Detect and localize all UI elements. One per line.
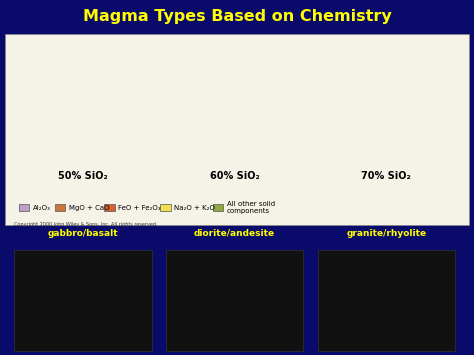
Wedge shape [55, 97, 83, 124]
Wedge shape [47, 101, 83, 124]
Wedge shape [200, 100, 235, 124]
Text: Al₂O₃: Al₂O₃ [33, 205, 50, 211]
Text: 50% SiO₂: 50% SiO₂ [58, 171, 108, 181]
Text: 70% SiO₂: 70% SiO₂ [362, 171, 411, 181]
Wedge shape [352, 88, 422, 160]
Title: Andesitic: Andesitic [214, 70, 255, 79]
Wedge shape [60, 88, 83, 124]
Text: SiO$_2$: SiO$_2$ [237, 120, 255, 132]
Wedge shape [199, 115, 235, 133]
Wedge shape [209, 93, 235, 124]
Text: Copyright 2000 John Wiley & Sons, Inc. All rights reserved.: Copyright 2000 John Wiley & Sons, Inc. A… [14, 222, 158, 227]
Text: Na₂O + K₂O: Na₂O + K₂O [174, 205, 215, 211]
Text: gabbro/basalt: gabbro/basalt [48, 229, 118, 238]
Wedge shape [371, 88, 386, 124]
Text: Magma Types Based on Chemistry: Magma Types Based on Chemistry [82, 9, 392, 24]
Text: All other solid: All other solid [227, 201, 275, 207]
Text: SiO$_2$: SiO$_2$ [388, 120, 406, 132]
Wedge shape [357, 92, 386, 124]
Text: components: components [227, 208, 270, 214]
Text: diorite/andesite: diorite/andesite [194, 229, 275, 238]
Wedge shape [217, 88, 235, 124]
Text: granite/rhyolite: granite/rhyolite [346, 229, 427, 238]
Wedge shape [350, 120, 386, 135]
Text: SiO$_2$: SiO$_2$ [85, 120, 103, 132]
Title: Rhyolitic: Rhyolitic [366, 70, 406, 79]
Wedge shape [200, 124, 235, 153]
Wedge shape [351, 111, 386, 124]
Wedge shape [83, 88, 119, 160]
Wedge shape [213, 88, 271, 160]
Wedge shape [47, 122, 83, 143]
Wedge shape [353, 103, 386, 124]
Text: FeO + Fe₂O₃: FeO + Fe₂O₃ [118, 205, 161, 211]
Title: Basaltic: Basaltic [65, 70, 101, 79]
Text: 60% SiO₂: 60% SiO₂ [210, 171, 259, 181]
Wedge shape [53, 124, 83, 160]
Text: MgO + CaO: MgO + CaO [69, 205, 109, 211]
